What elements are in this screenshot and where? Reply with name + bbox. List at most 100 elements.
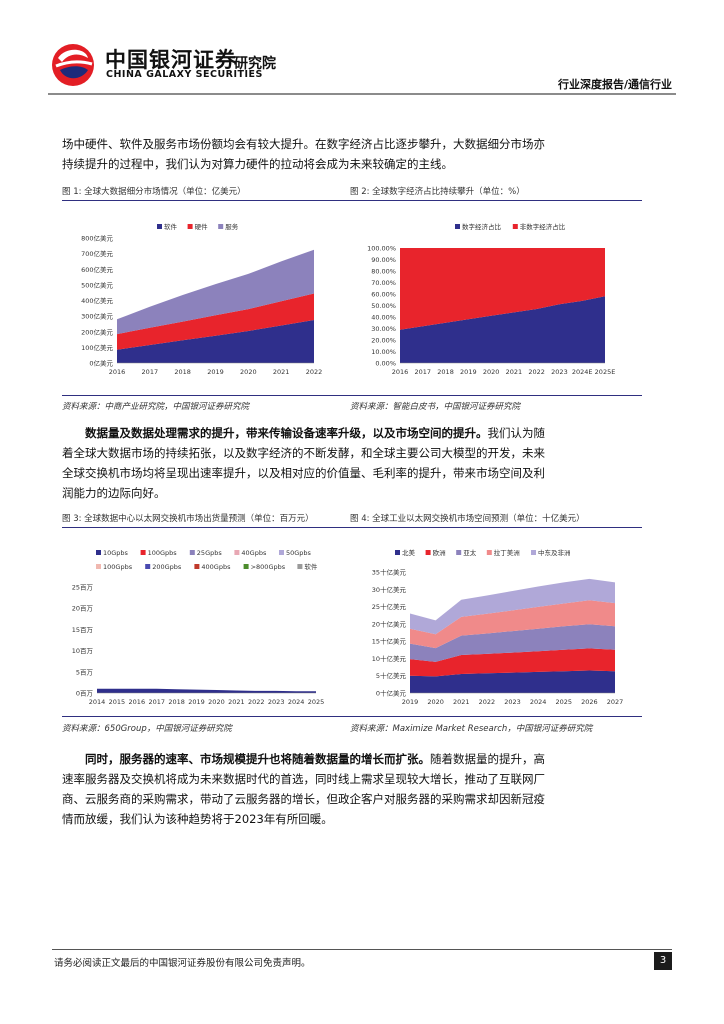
x-tick-label: 2025	[308, 698, 325, 706]
legend-label: 100Gpbs	[148, 549, 178, 557]
fig4-title: 图 4: 全球工业以太网交换机市场空间预测（单位：十亿美元）	[350, 514, 585, 524]
y-tick-label: 600亿美元	[81, 265, 113, 274]
x-tick-label: 2017	[142, 368, 159, 376]
x-tick-label: 2016	[109, 368, 126, 376]
y-tick-label: 20百万	[72, 605, 94, 613]
series-area-2	[400, 248, 605, 330]
fig3-title: 图 3: 全球数据中心以太网交换机市场出货量预测（单位：百万元）	[62, 514, 314, 524]
y-tick-label: 5百万	[76, 668, 94, 676]
chart-fig4: 北美 欧洲 亚太 拉丁美洲 中东及非洲 0十亿美元 5十亿美元 10十亿美元 15十亿美元 20十…	[372, 548, 624, 706]
legend-swatch	[157, 224, 162, 229]
y-tick-label: 50.00%	[371, 302, 396, 310]
series-area-2	[410, 648, 615, 677]
y-tick-label: 200亿美元	[81, 327, 113, 336]
y-tick-label: 90.00%	[371, 256, 396, 264]
legend-label: 中东及非洲	[538, 548, 571, 557]
y-tick-label: 0.00%	[375, 360, 396, 368]
x-tick-label: 2023	[504, 698, 521, 706]
fig-row1-bottom-rule	[62, 395, 642, 396]
legend-swatch	[140, 550, 146, 555]
legend-label: 50Gpbs	[286, 549, 312, 557]
legend-label: 40Gpbs	[241, 549, 267, 557]
brand-name-cn: 中国银河证券	[105, 48, 237, 72]
x-tick-label: 2020	[427, 698, 444, 706]
x-tick-label: 2019	[188, 698, 205, 706]
paragraph-2-lead: 数据量及数据处理需求的提升，带来传输设备速率升级，以及市场空间的提升。	[85, 426, 488, 440]
y-tick-label: 0百万	[76, 690, 94, 698]
x-tick-label: 2018	[174, 368, 191, 376]
fig1-source: 资料来源：中商产业研究院，中国银河证券研究院	[62, 402, 250, 412]
legend-swatch	[486, 550, 492, 555]
legend-label: >800Gpbs	[251, 563, 286, 571]
legend-swatch	[425, 550, 431, 555]
x-tick-label: 2024E	[572, 368, 593, 376]
y-tick-label: 10百万	[72, 647, 94, 655]
x-tick-label: 2021	[273, 368, 290, 376]
fig2-source: 资料来源：智能白皮书，中国银河证券研究院	[350, 402, 521, 412]
x-tick-label: 2015	[109, 698, 126, 706]
legend-label: 北美	[402, 548, 416, 557]
x-tick-label: 2026	[581, 698, 598, 706]
series-area-2	[117, 293, 314, 350]
y-tick-label: 25十亿美元	[372, 602, 407, 611]
legend-swatch	[218, 224, 224, 229]
x-tick-label: 2020	[240, 368, 257, 376]
paragraph-2: 数据量及数据处理需求的提升，带来传输设备速率升级，以及市场空间的提升。我们认为随…	[62, 423, 546, 503]
y-tick-label: 30.00%	[371, 325, 396, 333]
x-tick-label: 2019	[460, 368, 477, 376]
y-tick-label: 500亿美元	[81, 280, 113, 289]
x-tick-label: 2021	[228, 698, 245, 706]
x-tick-label: 2019	[402, 698, 419, 706]
legend-swatch	[456, 550, 462, 555]
y-tick-label: 15十亿美元	[372, 637, 407, 646]
x-tick-label: 2023	[268, 698, 285, 706]
x-tick-label: 2018	[168, 698, 185, 706]
x-tick-label: 2021	[506, 368, 523, 376]
y-tick-label: 10.00%	[371, 348, 396, 356]
x-tick-label: 2025	[555, 698, 572, 706]
series-area-1	[400, 296, 605, 363]
legend-label: 非数字经济占比	[520, 222, 566, 231]
x-tick-label: 2014	[89, 698, 106, 706]
header-divider	[48, 93, 676, 95]
y-tick-label: 100亿美元	[81, 343, 113, 352]
series-area-1	[117, 320, 314, 363]
legend-label: 硬件	[195, 222, 209, 231]
y-tick-label: 700亿美元	[81, 249, 113, 258]
x-tick-label: 2021	[453, 698, 470, 706]
y-tick-label: 60.00%	[371, 291, 396, 299]
x-tick-label: 2025E	[595, 368, 616, 376]
x-tick-label: 2022	[479, 698, 496, 706]
legend-label: 400Gpbs	[201, 563, 231, 571]
legend-label: 服务	[225, 222, 239, 231]
y-tick-label: 40.00%	[371, 314, 396, 322]
y-tick-label: 5十亿美元	[376, 671, 407, 680]
fig-row1-top-rule	[62, 200, 642, 201]
y-tick-label: 10十亿美元	[372, 654, 407, 663]
x-tick-label: 2016	[129, 698, 146, 706]
legend-swatch	[234, 550, 240, 555]
chart-fig2: 数字经济占比 非数字经济占比 0.00% 10.00% 20.00% 30.00% 40.0…	[367, 222, 616, 376]
galaxy-logo-icon	[52, 44, 94, 86]
legend-swatch	[96, 550, 101, 555]
y-tick-label: 80.00%	[371, 268, 396, 276]
series-area-1	[410, 670, 615, 693]
chart-fig1: 软件 硬件 服务 0亿美元 100亿美元 200亿美元 300亿美元 400亿美元 500亿美元…	[81, 222, 323, 376]
x-tick-label: 2022	[306, 368, 323, 376]
legend-label: 软件	[164, 222, 178, 231]
legend-label: 软件	[304, 562, 318, 571]
legend-swatch	[279, 550, 284, 555]
brand-name-en: CHINA GALAXY SECURITIES	[106, 69, 263, 80]
x-tick-label: 2027	[607, 698, 624, 706]
legend-label: 亚太	[463, 548, 477, 557]
x-tick-label: 2024	[288, 698, 305, 706]
x-tick-label: 2018	[437, 368, 454, 376]
paragraph-2-body: 我们认为随着全球大数据市场的持续拓张，以及数字经济的不断发酵，和全球主要公司大模…	[62, 426, 545, 500]
fig-row2-top-rule	[62, 527, 642, 528]
y-tick-label: 70.00%	[371, 279, 396, 287]
legend-label: 数字经济占比	[462, 222, 502, 231]
legend-swatch	[194, 564, 200, 569]
fig3-source: 资料来源：650Group，中国银河证券研究院	[62, 724, 232, 734]
x-tick-label: 2024	[530, 698, 547, 706]
footer-divider	[52, 949, 672, 950]
